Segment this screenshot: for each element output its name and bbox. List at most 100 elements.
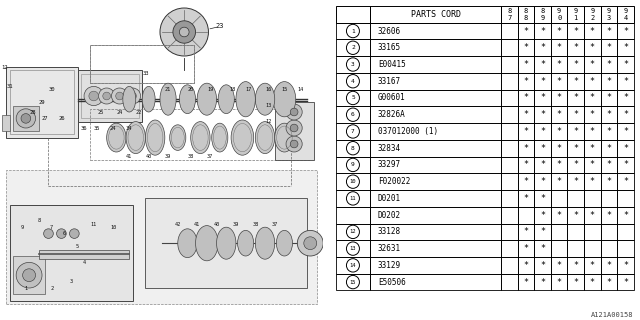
Bar (617, 123, 634, 140)
Text: 8: 8 (541, 8, 545, 14)
Text: *: * (557, 177, 562, 186)
Text: *: * (573, 43, 579, 52)
Bar (551, 156, 568, 173)
Text: 1: 1 (573, 15, 578, 21)
Text: 38: 38 (252, 221, 259, 227)
Text: 9: 9 (590, 8, 595, 14)
Text: 39: 39 (233, 221, 239, 227)
Ellipse shape (170, 125, 186, 150)
Text: 28: 28 (29, 109, 36, 115)
Text: *: * (590, 177, 595, 186)
Bar (601, 6, 617, 23)
Text: 12: 12 (1, 65, 8, 70)
Ellipse shape (273, 82, 296, 117)
Bar (534, 106, 551, 123)
Text: *: * (557, 127, 562, 136)
Bar (601, 223, 617, 240)
Bar (617, 257, 634, 274)
Bar (518, 56, 534, 73)
Circle shape (290, 108, 298, 116)
Bar (601, 56, 617, 73)
Text: *: * (590, 277, 595, 287)
Circle shape (286, 136, 302, 152)
Text: 1: 1 (351, 28, 355, 34)
Bar (336, 173, 370, 190)
Text: 9: 9 (541, 15, 545, 21)
Bar (534, 274, 551, 291)
Bar (551, 39, 568, 56)
Circle shape (124, 88, 141, 104)
Bar (584, 90, 601, 106)
Text: 39: 39 (165, 154, 171, 159)
Text: 32826A: 32826A (378, 110, 406, 119)
Text: *: * (540, 110, 545, 119)
Bar (551, 56, 568, 73)
Bar (10, 70, 74, 134)
Bar (518, 73, 534, 90)
Bar (601, 190, 617, 207)
Text: *: * (607, 177, 611, 186)
Text: 9: 9 (21, 225, 24, 230)
Ellipse shape (107, 123, 126, 152)
Bar (551, 90, 568, 106)
Bar (601, 123, 617, 140)
Bar (584, 207, 601, 223)
Text: *: * (607, 211, 611, 220)
Text: *: * (540, 77, 545, 86)
Bar (370, 39, 501, 56)
Bar (617, 140, 634, 156)
Bar (336, 39, 370, 56)
Bar (584, 240, 601, 257)
Circle shape (290, 124, 298, 132)
Text: *: * (590, 60, 595, 69)
Text: 37: 37 (207, 154, 213, 159)
Text: 26: 26 (58, 116, 65, 121)
Bar (551, 190, 568, 207)
Text: *: * (590, 144, 595, 153)
Bar (584, 223, 601, 240)
Bar (370, 257, 501, 274)
Bar (370, 56, 501, 73)
Ellipse shape (123, 86, 136, 112)
Text: A121A00158: A121A00158 (591, 312, 634, 318)
Bar (568, 274, 584, 291)
Bar (534, 123, 551, 140)
Circle shape (129, 92, 136, 100)
Text: *: * (540, 43, 545, 52)
Bar (336, 6, 370, 23)
Text: *: * (623, 43, 628, 52)
Circle shape (298, 230, 323, 256)
Text: 4: 4 (623, 15, 628, 21)
Bar (584, 123, 601, 140)
Bar (370, 173, 501, 190)
Bar (336, 106, 370, 123)
Bar (568, 106, 584, 123)
Bar (601, 106, 617, 123)
Text: 24: 24 (110, 125, 116, 131)
Bar (584, 56, 601, 73)
Bar (534, 39, 551, 56)
Bar (534, 207, 551, 223)
Text: *: * (573, 144, 579, 153)
Bar (568, 223, 584, 240)
Text: 10: 10 (110, 225, 116, 230)
Bar (336, 90, 370, 106)
Bar (551, 173, 568, 190)
Text: *: * (623, 60, 628, 69)
Text: *: * (573, 160, 579, 169)
Bar (518, 140, 534, 156)
Circle shape (70, 229, 79, 238)
Bar (370, 274, 501, 291)
Circle shape (22, 269, 36, 282)
Text: 14: 14 (349, 263, 356, 268)
Text: *: * (623, 127, 628, 136)
Bar (584, 6, 601, 23)
Bar (6, 67, 77, 138)
Text: 13: 13 (265, 103, 271, 108)
Circle shape (173, 21, 196, 43)
Text: 6: 6 (351, 112, 355, 117)
Text: *: * (557, 93, 562, 102)
Bar (2, 115, 10, 131)
Bar (568, 173, 584, 190)
Text: 31: 31 (6, 84, 13, 89)
